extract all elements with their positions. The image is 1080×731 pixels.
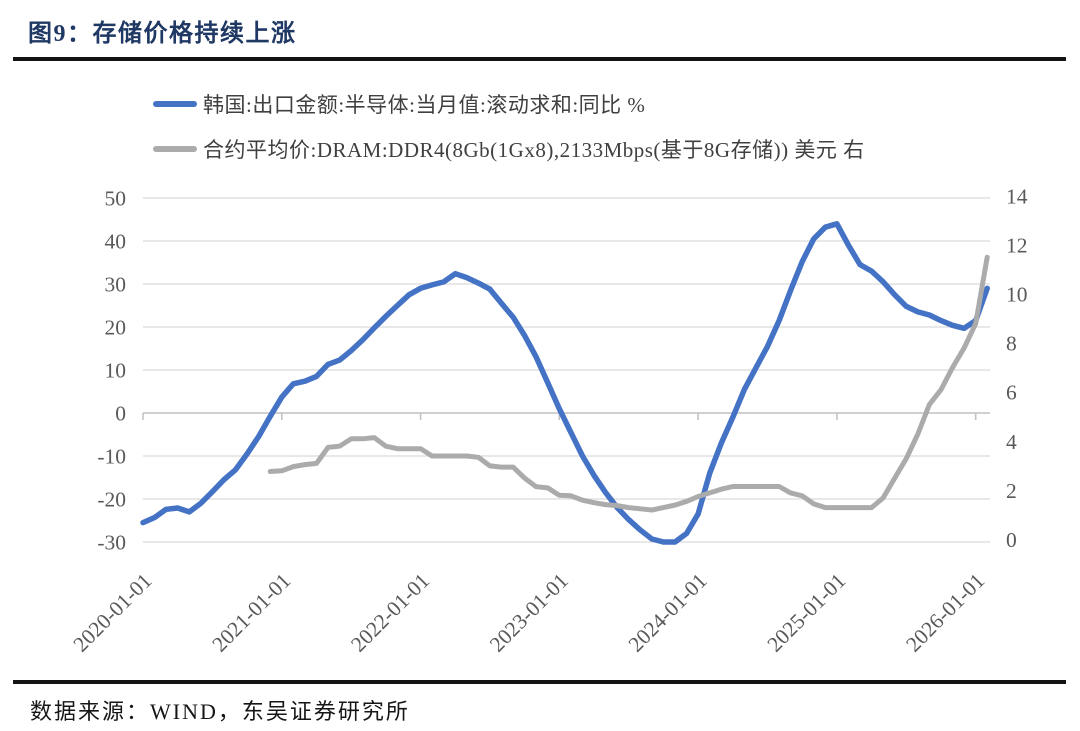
legend-label-dram-contract-price: 合约平均价:DRAM:DDR4(8Gb(1Gx8),2133Mbps(基于8G存…: [203, 138, 865, 162]
svg-text:4: 4: [1006, 430, 1017, 454]
svg-text:2025-01-01: 2025-01-01: [763, 569, 851, 657]
svg-text:14: 14: [1006, 184, 1028, 208]
legend-line-swatch-blue: [153, 101, 197, 107]
svg-text:2022-01-01: 2022-01-01: [346, 569, 434, 657]
svg-text:12: 12: [1006, 233, 1028, 257]
legend-item-dram-contract-price: 合约平均价:DRAM:DDR4(8Gb(1Gx8),2133Mbps(基于8G存…: [153, 137, 865, 162]
svg-text:8: 8: [1006, 332, 1017, 356]
svg-text:6: 6: [1006, 381, 1017, 405]
svg-text:2026-01-01: 2026-01-01: [901, 569, 989, 657]
data-source-note: 数据来源：WIND，东吴证券研究所: [30, 699, 410, 724]
svg-text:2021-01-01: 2021-01-01: [207, 569, 295, 657]
chart-legend: 韩国:出口金额:半导体:当月值:滚动求和:同比 % 合约平均价:DRAM:DDR…: [153, 92, 865, 182]
svg-text:2023-01-01: 2023-01-01: [485, 569, 573, 657]
svg-text:-10: -10: [97, 445, 126, 469]
svg-text:0: 0: [1006, 528, 1017, 552]
legend-item-korea-semiconductor-exports: 韩国:出口金额:半导体:当月值:滚动求和:同比 %: [153, 92, 865, 117]
figure-title: 图9：存储价格持续上涨: [28, 21, 297, 47]
svg-text:30: 30: [105, 273, 127, 297]
svg-text:-20: -20: [97, 488, 126, 512]
legend-line-swatch-gray: [153, 146, 197, 152]
bottom-rule: [13, 680, 1066, 684]
svg-text:40: 40: [105, 230, 127, 254]
svg-text:50: 50: [105, 187, 127, 211]
svg-text:10: 10: [105, 359, 127, 383]
legend-label-korea-semiconductor-exports: 韩国:出口金额:半导体:当月值:滚动求和:同比 %: [203, 93, 646, 117]
top-rule: [13, 57, 1066, 61]
svg-text:20: 20: [105, 316, 127, 340]
svg-text:-30: -30: [97, 531, 126, 555]
svg-text:0: 0: [115, 402, 126, 426]
svg-text:2024-01-01: 2024-01-01: [624, 569, 712, 657]
svg-text:10: 10: [1006, 283, 1028, 307]
svg-text:2: 2: [1006, 479, 1017, 503]
svg-text:2020-01-01: 2020-01-01: [69, 569, 157, 657]
